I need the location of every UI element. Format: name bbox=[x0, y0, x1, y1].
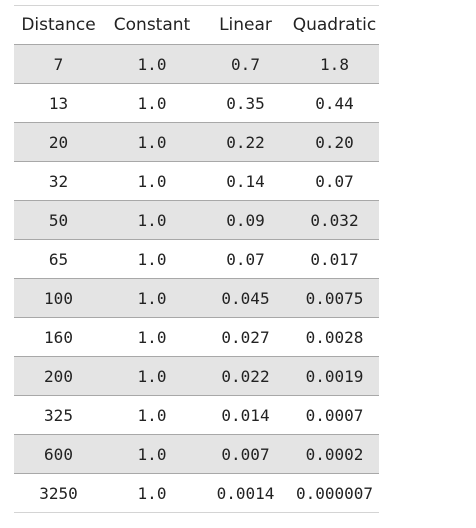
distance-cell: 65 bbox=[14, 239, 103, 279]
quadratic-cell: 0.032 bbox=[290, 200, 379, 240]
linear-cell: 0.022 bbox=[201, 356, 290, 396]
linear-cell: 0.0014 bbox=[201, 473, 290, 513]
header-quadratic: Quadratic bbox=[290, 5, 379, 45]
distance-cell: 3250 bbox=[14, 473, 103, 513]
constant-cell: 1.0 bbox=[103, 278, 201, 318]
quadratic-cell: 1.8 bbox=[290, 44, 379, 84]
linear-cell: 0.14 bbox=[201, 161, 290, 201]
distance-cell: 7 bbox=[14, 44, 103, 84]
quadratic-cell: 0.0075 bbox=[290, 278, 379, 318]
constant-cell: 1.0 bbox=[103, 395, 201, 435]
header-linear: Linear bbox=[201, 5, 290, 45]
distance-cell: 325 bbox=[14, 395, 103, 435]
linear-cell: 0.027 bbox=[201, 317, 290, 357]
linear-cell: 0.7 bbox=[201, 44, 290, 84]
table-row: 7 1.0 0.7 1.8 bbox=[14, 44, 379, 84]
table-row: 50 1.0 0.09 0.032 bbox=[14, 200, 379, 240]
table-body: 7 1.0 0.7 1.8 13 1.0 0.35 0.44 20 1.0 0.22 0.20 32 1.… bbox=[14, 44, 379, 513]
quadratic-cell: 0.20 bbox=[290, 122, 379, 162]
constant-cell: 1.0 bbox=[103, 122, 201, 162]
quadratic-cell: 0.44 bbox=[290, 83, 379, 123]
quadratic-cell: 0.0028 bbox=[290, 317, 379, 357]
table-row: 160 1.0 0.027 0.0028 bbox=[14, 317, 379, 357]
table-row: 3250 1.0 0.0014 0.000007 bbox=[14, 473, 379, 513]
linear-cell: 0.07 bbox=[201, 239, 290, 279]
table-row: 13 1.0 0.35 0.44 bbox=[14, 83, 379, 123]
constant-cell: 1.0 bbox=[103, 239, 201, 279]
distance-cell: 200 bbox=[14, 356, 103, 396]
attenuation-table: Distance Constant Linear Quadratic 7 1.0 0… bbox=[14, 5, 379, 513]
constant-cell: 1.0 bbox=[103, 44, 201, 84]
distance-cell: 20 bbox=[14, 122, 103, 162]
header-distance: Distance bbox=[14, 5, 103, 45]
constant-cell: 1.0 bbox=[103, 434, 201, 474]
quadratic-cell: 0.07 bbox=[290, 161, 379, 201]
quadratic-cell: 0.017 bbox=[290, 239, 379, 279]
table-row: 65 1.0 0.07 0.017 bbox=[14, 239, 379, 279]
table-row: 200 1.0 0.022 0.0019 bbox=[14, 356, 379, 396]
distance-cell: 32 bbox=[14, 161, 103, 201]
attenuation-table-container: Distance Constant Linear Quadratic 7 1.0 0… bbox=[14, 5, 379, 513]
table-header: Distance Constant Linear Quadratic bbox=[14, 5, 379, 45]
distance-cell: 160 bbox=[14, 317, 103, 357]
linear-cell: 0.22 bbox=[201, 122, 290, 162]
linear-cell: 0.007 bbox=[201, 434, 290, 474]
table-row: 325 1.0 0.014 0.0007 bbox=[14, 395, 379, 435]
quadratic-cell: 0.0002 bbox=[290, 434, 379, 474]
distance-cell: 50 bbox=[14, 200, 103, 240]
table-row: 600 1.0 0.007 0.0002 bbox=[14, 434, 379, 474]
quadratic-cell: 0.000007 bbox=[290, 473, 379, 513]
linear-cell: 0.014 bbox=[201, 395, 290, 435]
constant-cell: 1.0 bbox=[103, 356, 201, 396]
header-row: Distance Constant Linear Quadratic bbox=[14, 5, 379, 45]
header-constant: Constant bbox=[103, 5, 201, 45]
constant-cell: 1.0 bbox=[103, 83, 201, 123]
constant-cell: 1.0 bbox=[103, 317, 201, 357]
constant-cell: 1.0 bbox=[103, 473, 201, 513]
constant-cell: 1.0 bbox=[103, 200, 201, 240]
table-row: 20 1.0 0.22 0.20 bbox=[14, 122, 379, 162]
table-row: 32 1.0 0.14 0.07 bbox=[14, 161, 379, 201]
distance-cell: 13 bbox=[14, 83, 103, 123]
distance-cell: 100 bbox=[14, 278, 103, 318]
linear-cell: 0.045 bbox=[201, 278, 290, 318]
table-row: 100 1.0 0.045 0.0075 bbox=[14, 278, 379, 318]
quadratic-cell: 0.0007 bbox=[290, 395, 379, 435]
quadratic-cell: 0.0019 bbox=[290, 356, 379, 396]
distance-cell: 600 bbox=[14, 434, 103, 474]
linear-cell: 0.09 bbox=[201, 200, 290, 240]
linear-cell: 0.35 bbox=[201, 83, 290, 123]
constant-cell: 1.0 bbox=[103, 161, 201, 201]
